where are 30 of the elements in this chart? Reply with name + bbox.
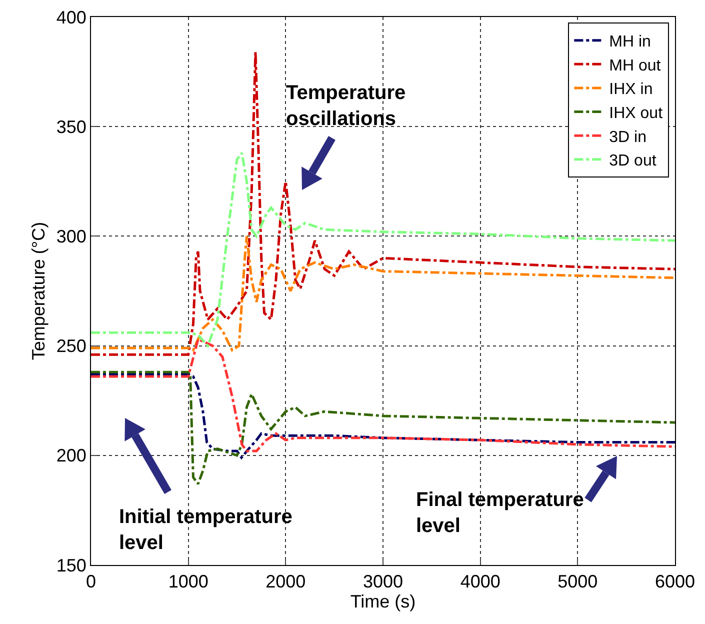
line-series [91, 338, 675, 452]
x-tick-label: 4000 [460, 572, 500, 592]
x-tick-label: 1000 [168, 572, 208, 592]
line-series [91, 373, 675, 459]
y-tick-label: 350 [56, 116, 86, 137]
annotation: Initial temperature level [119, 506, 292, 554]
legend-label: 3D out [609, 152, 657, 170]
y-tick-label: 400 [56, 7, 86, 28]
x-tick-label: 6000 [654, 572, 696, 592]
line-series [91, 234, 675, 352]
legend-label: IHX in [609, 81, 653, 98]
y-axis-title: Temperature (°C) [28, 222, 49, 360]
x-axis-title: Time (s) [350, 592, 416, 612]
line-series [91, 152, 675, 348]
legend-label: 3D in [609, 128, 647, 146]
annotation: Final temperature level [416, 489, 584, 537]
y-tick-label: 150 [56, 555, 86, 576]
x-tick-label: 0 [86, 572, 96, 592]
line-series [91, 50, 675, 356]
x-tick-label: 2000 [266, 572, 306, 592]
legend-label: IHX out [609, 105, 664, 122]
y-tick-label: 300 [56, 226, 86, 246]
y-tick-label: 200 [56, 446, 86, 466]
x-tick-label: 3000 [362, 572, 404, 592]
annotation: Temperature oscillations [286, 82, 406, 130]
line-series [91, 370, 675, 486]
y-tick-label: 250 [56, 336, 86, 356]
legend-label: MH out [609, 57, 662, 74]
x-tick-label: 5000 [558, 572, 598, 592]
legend-label: MH in [609, 34, 651, 51]
